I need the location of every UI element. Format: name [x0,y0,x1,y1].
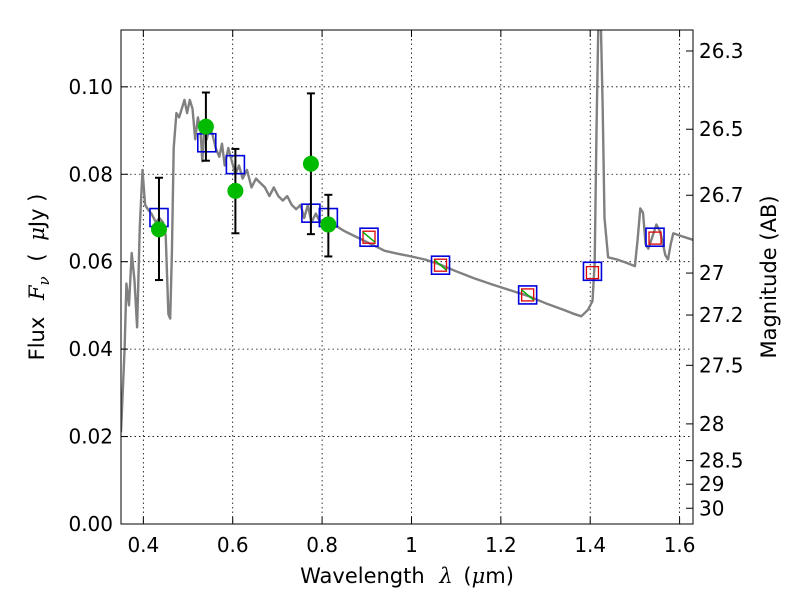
observed-point [227,182,244,199]
model-band-square [359,227,379,248]
upper-limit-square [362,230,376,244]
y2-tick-label: 28 [699,412,724,436]
axis-ticks: 0.4 0.6 0.8 1 1.2 1.4 1.6 0.00 0.02 0.04 0.06 0.08 0… [68,30,744,557]
upper-limit-square [585,265,600,280]
observed-point [197,118,214,135]
y-tick-label: 0.08 [68,162,113,186]
y2-tick-label: 28.5 [699,449,744,473]
y2-tick-label: 26.7 [699,183,744,207]
y2-tick-label: 26.5 [699,117,744,141]
y2-tick-label: 27 [699,261,724,285]
x-tick-label: 1 [405,533,418,557]
model-band-square [517,285,538,305]
limit-mark [362,231,376,243]
x-tick-label: 1.6 [664,533,696,557]
spectrum-line [121,30,693,433]
limit-mark [521,289,535,301]
x-axis-label: Wavelength λ (μm) [300,564,514,588]
y-tick-label: 0.04 [68,337,113,361]
y-tick-label: 0.06 [68,250,113,274]
model-band-square [645,227,665,248]
y2-tick-label: 26.3 [699,39,744,63]
y-tick-label: 0.10 [68,75,113,99]
y2-tick-label: 30 [699,496,724,520]
y-tick-label: 0.02 [68,425,113,449]
x-tick-label: 0.4 [127,533,159,557]
observed-point [302,155,319,172]
upper-limit-square [521,288,535,302]
photometry-layer [149,91,665,305]
y-axis-label: Flux Fν ( μJy ) [25,194,54,361]
y2-tick-label: 29 [699,472,724,496]
model-band-square [582,261,603,282]
upper-limit-square [648,231,662,245]
x-tick-label: 0.8 [306,533,338,557]
y2-tick-label: 27.2 [699,303,744,327]
x-tick-label: 1.2 [485,533,517,557]
observed-point [150,221,167,238]
plot-frame [120,29,694,525]
upper-limit-square [433,258,448,272]
observed-point [320,216,337,233]
y-tick-label: 0.00 [68,512,113,536]
model-band-square [430,255,451,275]
limit-mark [434,259,447,271]
x-tick-label: 0.6 [217,533,249,557]
y2-tick-label: 27.5 [699,353,744,377]
x-tick-label: 1.4 [574,533,606,557]
spectrum-layer [121,30,693,433]
y2-axis-label: Magnitude (AB) [757,195,781,358]
